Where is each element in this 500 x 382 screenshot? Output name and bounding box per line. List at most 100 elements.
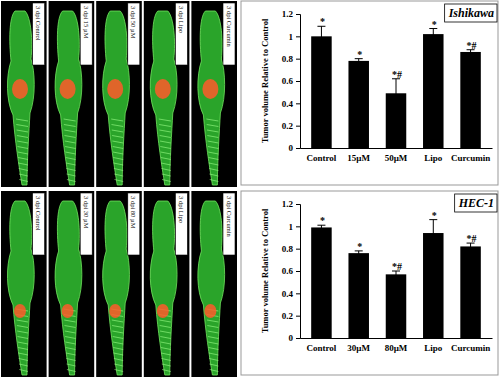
somite	[65, 136, 76, 138]
tick-label: 0.4	[282, 99, 294, 109]
tick-mark	[296, 36, 300, 37]
label-box	[128, 193, 140, 255]
bar	[460, 52, 481, 148]
panel-label: 3 dpi Lipo	[178, 6, 185, 33]
tick: Lipo	[424, 148, 443, 163]
y-axis-title: Tumor volume Relative to Control	[260, 208, 270, 333]
somite	[209, 169, 218, 171]
somite	[162, 364, 171, 366]
somite	[67, 370, 76, 372]
tumor	[107, 79, 123, 99]
y-axis-title: Tumor volume Relative to Control	[260, 18, 270, 143]
image-row: 3 dpi Control3 dpi 30 µM3 dpi 80 µM3 dpi…	[1, 191, 237, 377]
panel-background	[49, 191, 95, 377]
tumor	[157, 304, 169, 318]
fish-body	[103, 11, 130, 185]
panel-label: 3 dpi 50 µM	[130, 6, 137, 39]
significance: *	[320, 16, 325, 27]
error-line	[396, 79, 397, 108]
somite	[64, 125, 76, 127]
somite	[17, 130, 28, 132]
tick-label: Lipo	[424, 153, 443, 163]
panel-background	[49, 1, 95, 187]
tick-mark	[296, 126, 300, 127]
somite	[114, 174, 123, 176]
panel-label: 3 dpi 30 µM	[83, 196, 90, 229]
somite	[161, 152, 171, 154]
somite	[65, 326, 76, 328]
somite	[160, 136, 171, 138]
somite	[159, 320, 170, 322]
tick: 80µM	[385, 338, 408, 353]
somite	[65, 152, 75, 154]
significance: *	[432, 210, 437, 221]
tick: 1	[289, 32, 301, 42]
somite	[112, 320, 123, 322]
somite	[210, 180, 219, 182]
tick-mark	[296, 81, 300, 82]
fish-panel: 3 dpi 80 µM	[96, 191, 142, 377]
axis-line	[296, 205, 301, 339]
somite	[207, 130, 218, 132]
panel-background	[144, 1, 190, 187]
title-box: Ishikawa	[445, 4, 497, 22]
tick-label: 0	[289, 143, 294, 153]
fish-body	[7, 11, 34, 185]
error-bar	[392, 79, 400, 108]
significance: *	[357, 241, 362, 252]
somite	[209, 353, 219, 355]
label-box	[33, 3, 45, 65]
somite	[17, 326, 28, 328]
somite	[208, 141, 219, 143]
error-bar	[429, 29, 437, 40]
somite	[208, 152, 218, 154]
somite	[19, 169, 28, 171]
tick-label: Control	[307, 153, 337, 163]
error-line	[321, 26, 322, 46]
significance: *#	[392, 261, 402, 272]
axis-line	[301, 148, 493, 149]
tick: 1.2	[282, 199, 300, 209]
fish-body	[55, 11, 82, 185]
somite	[209, 174, 218, 176]
somite	[112, 326, 123, 328]
axis-line	[296, 15, 301, 149]
somite	[115, 370, 124, 372]
somite	[67, 174, 76, 176]
fish-panel: 3 dpi 50 µM	[96, 1, 142, 187]
somite	[208, 331, 219, 333]
somite	[160, 326, 171, 328]
somite	[208, 342, 218, 344]
somite	[207, 326, 218, 328]
tick: 50µM	[385, 148, 408, 163]
tumor	[62, 304, 74, 318]
fish-panel: 3 dpi Lipo	[144, 191, 190, 377]
somite	[17, 331, 28, 333]
tick: 0.6	[282, 76, 300, 86]
tick: Lipo	[424, 338, 443, 353]
tick-label: 0.8	[282, 244, 294, 254]
fish-panel: 3 dpi Control	[1, 191, 47, 377]
tick-mark	[296, 204, 300, 205]
panel-background	[1, 191, 47, 377]
tumor	[155, 79, 171, 99]
somite	[115, 180, 124, 182]
somite	[160, 147, 171, 149]
tick-label: 1	[289, 222, 294, 232]
panel-background	[96, 1, 142, 187]
fish-body	[103, 201, 130, 375]
somite	[17, 136, 28, 138]
somite	[161, 163, 171, 165]
tick-mark	[296, 316, 300, 317]
title-box: HEC-1	[455, 194, 497, 212]
significance: *	[357, 49, 362, 60]
somite	[208, 337, 219, 339]
somite	[161, 353, 171, 355]
tick-mark	[296, 249, 300, 250]
panel-label: 3 dpi Curcumin	[226, 196, 233, 238]
somite	[159, 119, 171, 121]
label-box	[175, 3, 187, 65]
fish-panel: 3 dpi Control	[1, 1, 47, 187]
somite	[19, 174, 28, 176]
tick: 1	[289, 222, 301, 232]
